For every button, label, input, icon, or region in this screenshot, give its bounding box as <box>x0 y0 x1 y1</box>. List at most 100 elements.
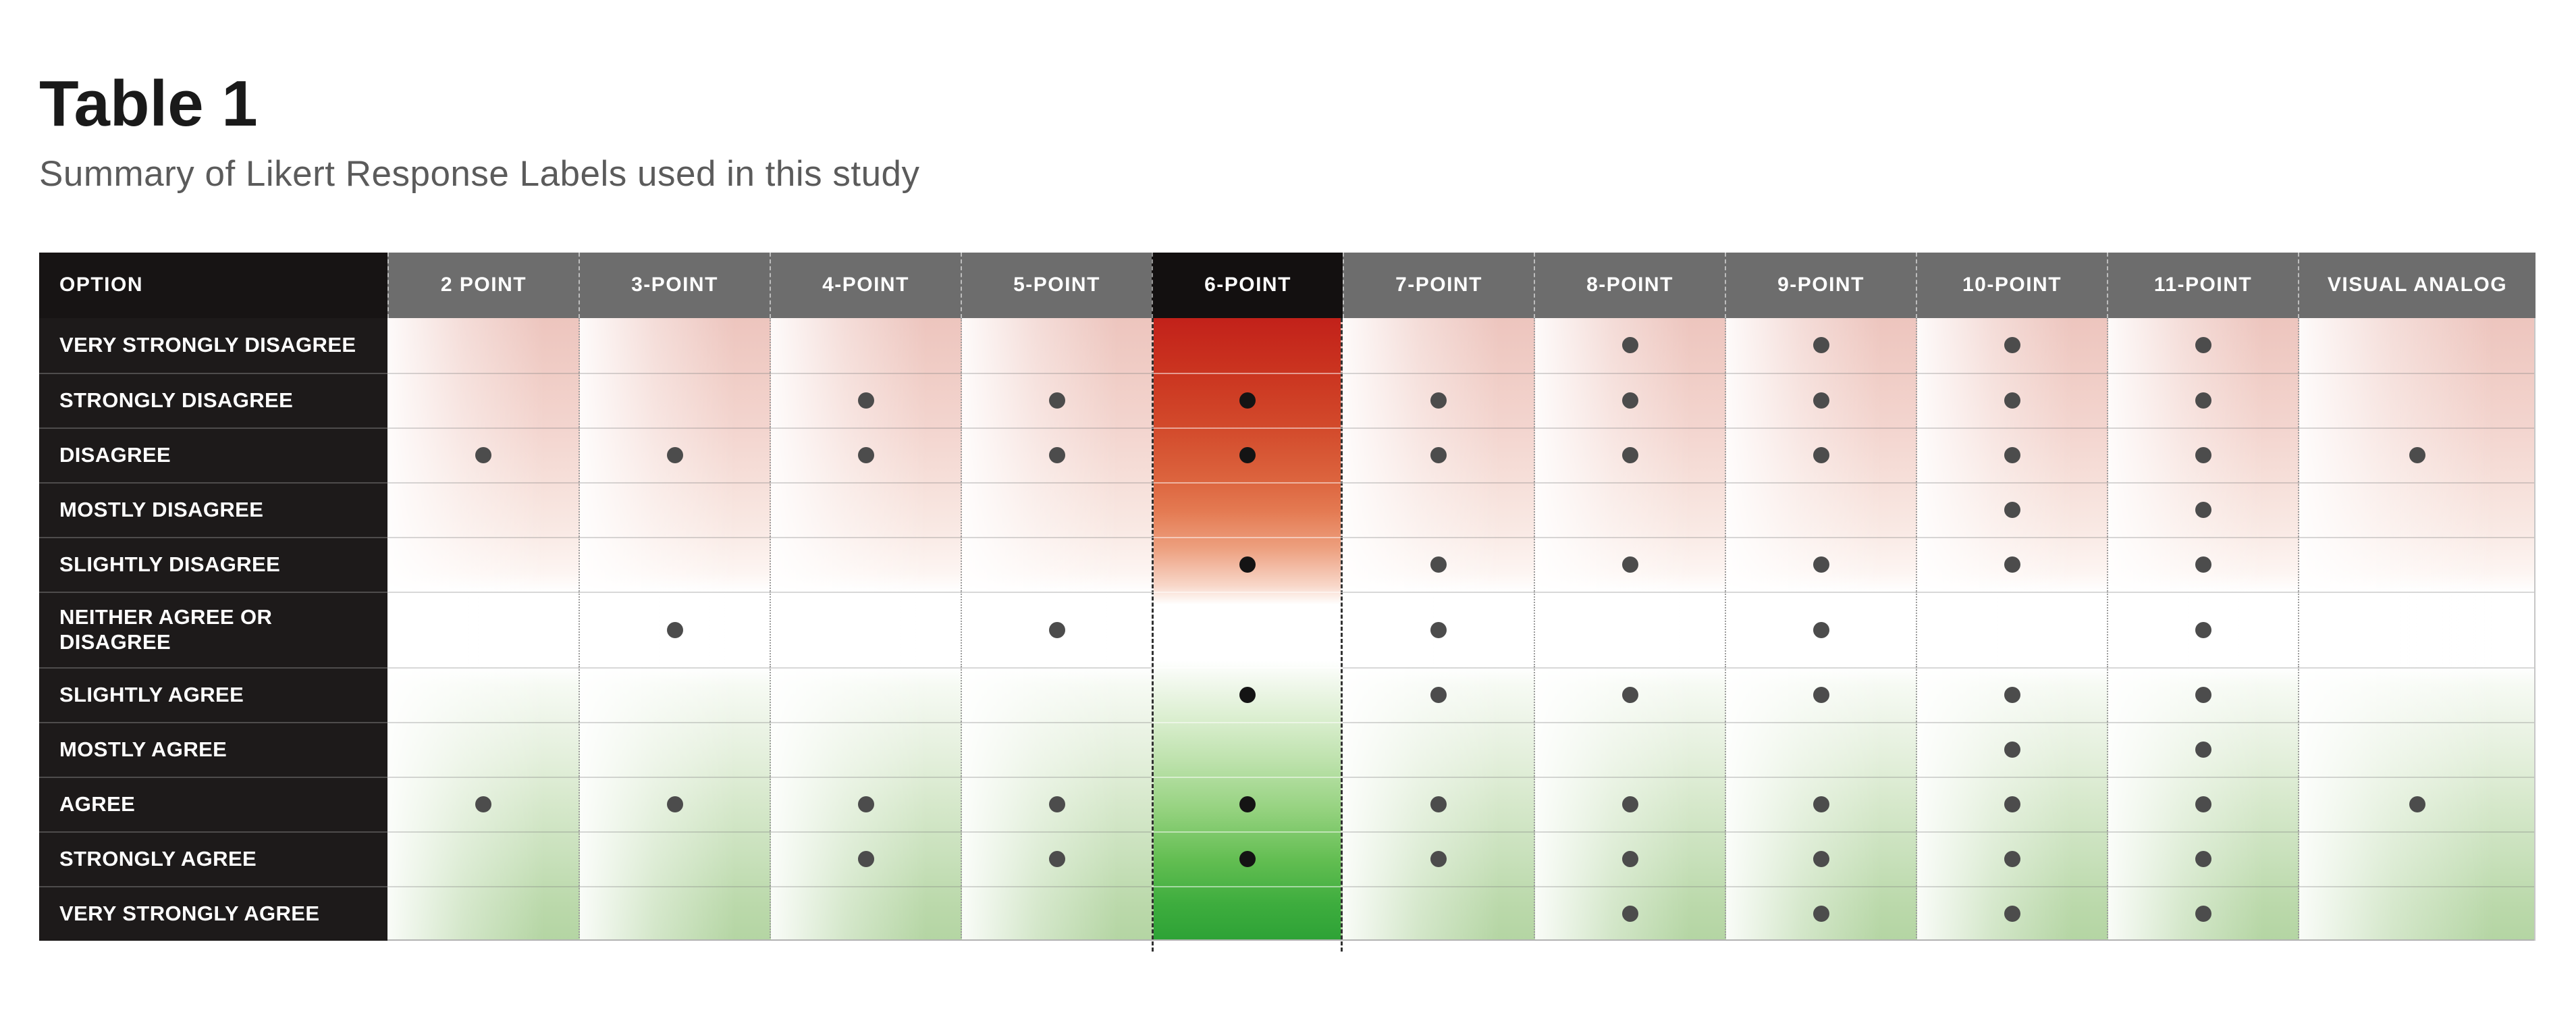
dot-marker <box>1621 392 1638 409</box>
dot-marker <box>857 447 874 464</box>
row-label-strongly-agree: STRONGLY AGREE <box>39 831 387 886</box>
matrix-cell <box>387 536 579 592</box>
dot-marker <box>1430 851 1447 868</box>
matrix-cell <box>1916 721 2107 777</box>
row-label-mostly-agree: MOSTLY AGREE <box>39 721 387 777</box>
matrix-cell <box>1725 776 1916 831</box>
matrix-cell <box>1725 427 1916 482</box>
matrix-cell <box>961 667 1152 722</box>
likert-table: OPTION 2 POINT 3-POINT 4-POINT 5-POINT 6-POIN… <box>39 252 2535 952</box>
dot-marker <box>1621 337 1638 354</box>
matrix-cell <box>1152 776 1343 831</box>
dot-marker <box>2004 742 2020 758</box>
matrix-cell <box>2298 536 2535 592</box>
matrix-cell <box>2107 776 2298 831</box>
matrix-cell <box>770 885 961 941</box>
column-header-visual-analog: VISUAL ANALOG <box>2298 252 2535 318</box>
dot-marker <box>1239 687 1256 704</box>
dot-marker <box>1813 687 1829 704</box>
table-right-border <box>2534 317 2535 941</box>
matrix-cell <box>770 372 961 427</box>
matrix-cell <box>2107 591 2298 667</box>
matrix-cell <box>1343 427 1534 482</box>
matrix-cell <box>961 776 1152 831</box>
matrix-cell <box>387 885 579 941</box>
matrix-cell <box>2107 831 2298 886</box>
dot-marker <box>1813 447 1829 464</box>
dot-marker <box>2409 447 2425 464</box>
dot-marker <box>2195 337 2211 354</box>
dot-marker <box>1239 392 1256 409</box>
dot-marker <box>857 851 874 868</box>
dot-marker <box>1430 621 1447 638</box>
matrix-cell <box>770 831 961 886</box>
matrix-cell <box>579 591 770 667</box>
dot-marker <box>2004 687 2020 704</box>
row-label-very-strongly-agree: VERY STRONGLY AGREE <box>39 885 387 941</box>
matrix-cell <box>1725 831 1916 886</box>
matrix-cell <box>770 317 961 373</box>
matrix-cell <box>1916 372 2107 427</box>
matrix-cell <box>2298 667 2535 722</box>
matrix-cell <box>579 372 770 427</box>
matrix-cell <box>579 536 770 592</box>
matrix-cell <box>579 667 770 722</box>
matrix-cell <box>387 317 579 373</box>
matrix-cell <box>2298 721 2535 777</box>
dot-marker <box>1813 621 1829 638</box>
matrix-cell <box>1152 591 1343 667</box>
page-subtitle: Summary of Likert Response Labels used i… <box>39 153 920 194</box>
matrix-cell <box>2298 885 2535 941</box>
matrix-cell <box>2298 831 2535 886</box>
dot-marker <box>1430 796 1447 813</box>
matrix-cell <box>579 427 770 482</box>
column-header-3-point: 3-POINT <box>579 252 770 318</box>
dot-marker <box>857 796 874 813</box>
dot-marker <box>1621 687 1638 704</box>
matrix-cell <box>387 591 579 667</box>
matrix-cell <box>1152 372 1343 427</box>
matrix-cell <box>387 427 579 482</box>
dot-marker <box>1239 556 1256 573</box>
matrix-cell <box>2298 372 2535 427</box>
matrix-cell <box>1916 591 2107 667</box>
dot-marker <box>1813 392 1829 409</box>
dot-marker <box>1048 851 1065 868</box>
matrix-cell <box>1916 482 2107 537</box>
dot-marker <box>1813 337 1829 354</box>
matrix-cell <box>1916 831 2107 886</box>
column-header-8-point: 8-POINT <box>1534 252 1725 318</box>
row-label-neither-agree-or-disagree: NEITHER AGREE OR DISAGREE <box>39 591 387 667</box>
matrix-cell <box>1534 427 1725 482</box>
matrix-cell <box>579 317 770 373</box>
matrix-cell <box>1725 317 1916 373</box>
page-title: Table 1 <box>39 68 258 140</box>
matrix-cell <box>1152 318 1343 373</box>
dot-marker <box>2004 851 2020 868</box>
matrix-cell <box>579 831 770 886</box>
matrix-cell <box>770 536 961 592</box>
matrix-cell <box>1916 885 2107 941</box>
column-header-9-point: 9-POINT <box>1725 252 1916 318</box>
dot-marker <box>2195 392 2211 409</box>
matrix-cell <box>579 776 770 831</box>
matrix-cell <box>2107 372 2298 427</box>
matrix-cell <box>2107 427 2298 482</box>
dot-marker <box>857 392 874 409</box>
row-label-agree: AGREE <box>39 776 387 831</box>
dot-marker <box>2004 796 2020 813</box>
dot-marker <box>1813 906 1829 923</box>
matrix-cell <box>1916 536 2107 592</box>
matrix-cell <box>1916 667 2107 722</box>
matrix-cell <box>1916 776 2107 831</box>
dot-marker <box>1239 796 1256 813</box>
column-header-6-point: 6-POINT <box>1152 252 1343 318</box>
matrix-cell <box>1534 776 1725 831</box>
dot-marker <box>1048 447 1065 464</box>
dot-marker <box>666 621 683 638</box>
dot-marker <box>1048 621 1065 638</box>
dot-marker <box>1048 392 1065 409</box>
matrix-cell <box>770 482 961 537</box>
matrix-cell <box>387 372 579 427</box>
